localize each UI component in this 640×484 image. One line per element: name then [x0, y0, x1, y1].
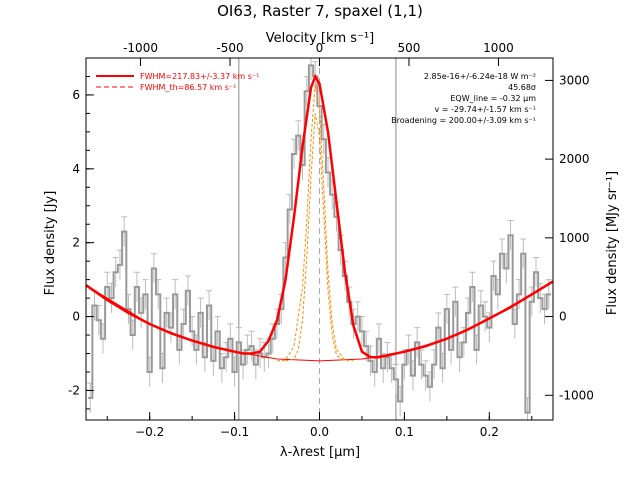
- y-tick-label: 6: [72, 88, 80, 102]
- y-tick-label: 2: [72, 236, 80, 250]
- right-tick-label: 2000: [559, 152, 590, 166]
- y-tick-label: 4: [72, 162, 80, 176]
- x-tick-label: 0.0: [310, 425, 329, 439]
- annotation-block: 2.85e-16+/-6.24e-18 W m⁻² 45.68σ EQW_lin…: [391, 72, 536, 125]
- x-tick-label: 0.2: [480, 425, 499, 439]
- chart-title: OI63, Raster 7, spaxel (1,1): [217, 2, 423, 20]
- legend: FWHM=217.83+/-3.37 km s⁻¹ FWHM_th=86.57 …: [96, 72, 259, 92]
- annotation-velocity: v = -29.74+/-1.57 km s⁻¹: [434, 105, 536, 114]
- x-tick-label: 0.1: [395, 425, 414, 439]
- annotation-flux: 2.85e-16+/-6.24e-18 W m⁻²: [424, 72, 536, 81]
- y-tick-label: 0: [72, 310, 80, 324]
- spectrum-chart: OI63, Raster 7, spaxel (1,1) Velocity [k…: [0, 0, 640, 480]
- legend-label-fwhm-th: FWHM_th=86.57 km s⁻¹: [140, 83, 236, 92]
- top-tick-label: 500: [398, 41, 421, 55]
- top-tick-label: -500: [216, 41, 243, 55]
- legend-label-fwhm: FWHM=217.83+/-3.37 km s⁻¹: [140, 72, 259, 81]
- y-tick-label: -2: [68, 383, 80, 397]
- annotation-broadening: Broadening = 200.00+/-3.09 km s⁻¹: [391, 116, 536, 125]
- x-axis-label: λ-λrest [μm]: [280, 445, 360, 460]
- chart-figure: OI63, Raster 7, spaxel (1,1) Velocity [k…: [0, 0, 640, 480]
- top-tick-label: 1000: [483, 41, 514, 55]
- top-tick-label: 0: [316, 41, 324, 55]
- x-tick-label: −0.1: [220, 425, 249, 439]
- x-tick-label: −0.2: [135, 425, 164, 439]
- right-tick-label: -1000: [559, 388, 594, 402]
- right-axis-label: Flux density [MJy sr⁻¹]: [605, 171, 620, 315]
- right-tick-label: 1000: [559, 231, 590, 245]
- annotation-eqw: EQW_line = -0.32 μm: [450, 94, 536, 103]
- right-tick-label: 3000: [559, 73, 590, 87]
- y-axis-label: Flux density [Jy]: [43, 191, 58, 296]
- right-tick-label: 0: [559, 310, 567, 324]
- top-tick-label: -1000: [123, 41, 158, 55]
- annotation-sigma: 45.68σ: [508, 83, 536, 92]
